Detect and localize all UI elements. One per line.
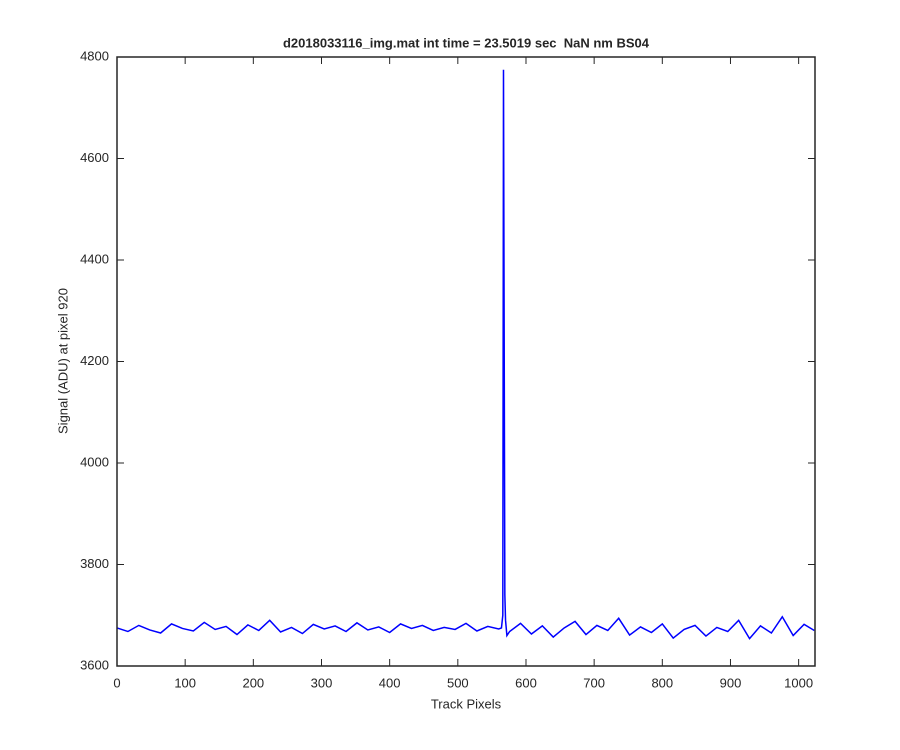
x-tick-label: 200 <box>242 675 264 690</box>
x-tick-label: 700 <box>583 675 605 690</box>
x-tick-label: 900 <box>720 675 742 690</box>
y-tick-label: 3600 <box>80 657 109 672</box>
y-tick-label: 4000 <box>80 454 109 469</box>
y-tick-label: 4400 <box>80 251 109 266</box>
y-tick-label: 4200 <box>80 353 109 368</box>
x-tick-label: 0 <box>113 675 120 690</box>
x-tick-label: 100 <box>174 675 196 690</box>
chart-title: d2018033116_img.mat int time = 23.5019 s… <box>283 35 650 50</box>
x-tick-label: 800 <box>651 675 673 690</box>
y-axis-label: Signal (ADU) at pixel 920 <box>55 288 70 434</box>
plot-frame <box>116 56 816 667</box>
y-tick-label: 4600 <box>80 150 109 165</box>
x-tick-label: 500 <box>447 675 469 690</box>
y-tick-label: 3800 <box>80 556 109 571</box>
x-tick-label: 400 <box>379 675 401 690</box>
x-tick-label: 600 <box>515 675 537 690</box>
x-tick-label: 1000 <box>784 675 813 690</box>
x-axis-label: Track Pixels <box>431 696 502 711</box>
y-tick-label: 4800 <box>80 48 109 63</box>
x-tick-label: 300 <box>311 675 333 690</box>
data-line <box>116 69 815 640</box>
